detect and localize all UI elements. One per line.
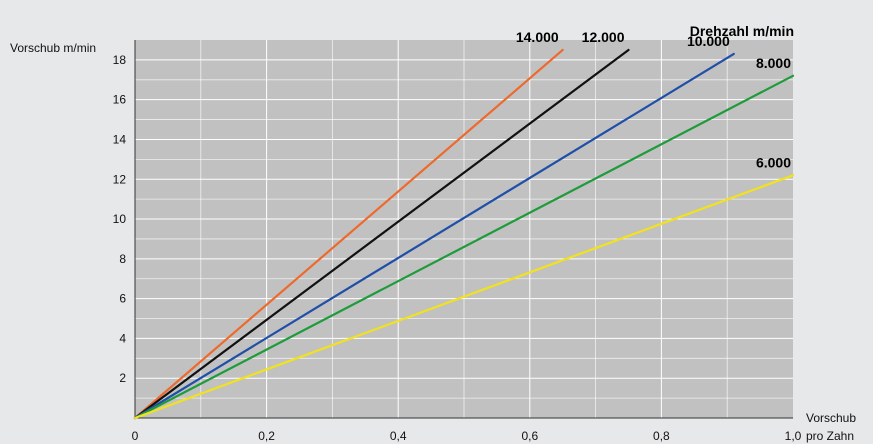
y-tick-label: 16 xyxy=(113,93,127,107)
series-line xyxy=(133,48,564,420)
series-labels: 14.000 12.000 10.000 8.000 6.000 xyxy=(516,29,791,170)
y-tick-label: 12 xyxy=(113,172,127,186)
series-label: 12.000 xyxy=(582,29,625,45)
y-tick-label: 2 xyxy=(119,371,126,385)
y-axis-title: Vorschub m/min xyxy=(10,41,96,55)
y-tick-label: 10 xyxy=(113,212,127,226)
x-tick-label: 0,4 xyxy=(390,429,407,443)
y-tick-label: 4 xyxy=(119,331,126,345)
y-tick-label: 18 xyxy=(113,53,127,67)
x-tick-label: 0,6 xyxy=(521,429,538,443)
y-tick-label: 8 xyxy=(119,252,126,266)
x-tick-label: 0 xyxy=(132,429,139,443)
x-axis-title-line1: Vorschub xyxy=(806,411,856,425)
series-label: 6.000 xyxy=(756,154,791,170)
series-label: 10.000 xyxy=(687,33,730,49)
y-tick-labels: 2 4 6 8 10 12 14 16 18 xyxy=(113,53,127,385)
series-label: 8.000 xyxy=(756,55,791,71)
series-line xyxy=(133,174,795,420)
series-label: 14.000 xyxy=(516,29,559,45)
grid xyxy=(135,40,793,418)
series-lines xyxy=(133,48,795,420)
y-tick-label: 6 xyxy=(119,292,126,306)
x-axis-title-line2: pro Zahn xyxy=(806,429,854,443)
legend-title: Drehzahl m/min xyxy=(690,23,794,39)
x-tick-label: 1,0 xyxy=(785,429,802,443)
y-tick-label: 14 xyxy=(113,132,127,146)
x-tick-labels: 0 0,2 0,4 0,6 0,8 1,0 xyxy=(132,429,802,443)
x-tick-label: 0,2 xyxy=(258,429,275,443)
series-line xyxy=(133,74,795,420)
x-tick-label: 0,8 xyxy=(653,429,670,443)
series-line xyxy=(133,52,735,420)
axes xyxy=(134,40,793,419)
series-line xyxy=(133,48,630,420)
